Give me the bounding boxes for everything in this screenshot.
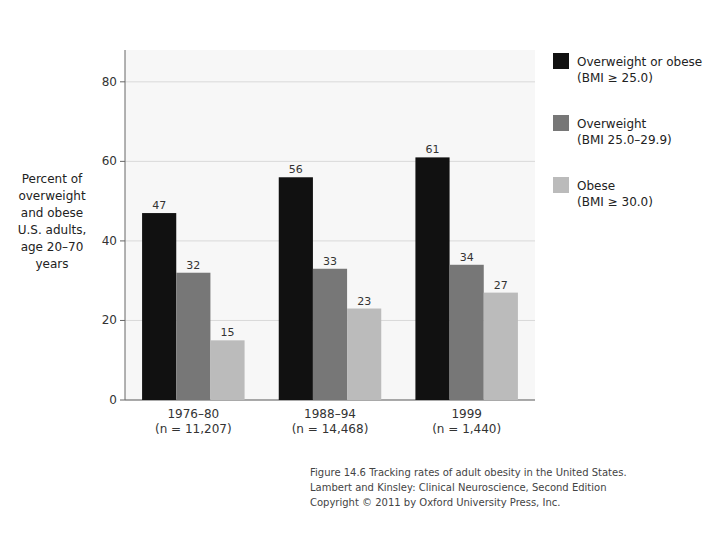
data-label: 61 [426,143,440,156]
tick-mark [120,320,125,321]
bar [176,273,210,400]
data-label: 23 [357,295,371,308]
grid-line [125,81,535,82]
tick-mark [120,400,125,401]
bar [415,157,449,400]
legend-label: Overweight(BMI 25.0–29.9) [577,117,672,147]
category-label: 1999(n = 1,440) [432,407,501,436]
bars [142,157,518,400]
data-label: 33 [323,255,337,268]
tick-label: 80 [102,75,117,89]
legend-swatch [553,115,569,131]
tick-mark [120,81,125,82]
grid-line [125,240,535,241]
legend: Overweight or obese(BMI ≥ 25.0) Overweigh… [553,53,702,209]
chart: 0 20 40 60 80 47 56 61 32 33 34 15 23 27 1976–80(n = 1… [0,0,720,540]
bar [450,265,484,400]
grid-line [125,161,535,162]
plot-area [125,50,535,400]
legend-label: Obese(BMI ≥ 30.0) [577,179,653,209]
bar [484,293,518,400]
tick-label: 0 [109,393,117,407]
bar [279,177,313,400]
data-label: 27 [494,279,508,292]
tick-label: 40 [102,234,117,248]
category-label: 1988–94(n = 14,468) [292,407,369,436]
tick-mark [120,161,125,162]
legend-label: Overweight or obese(BMI ≥ 25.0) [577,55,702,85]
bar [142,213,176,400]
category-label: 1976–80(n = 11,207) [155,407,232,436]
bar [313,269,347,400]
data-label: 32 [186,259,200,272]
y-axis-line [125,50,126,400]
tick-label: 20 [102,313,117,327]
legend-swatch [553,53,569,69]
tick-mark [120,240,125,241]
data-labels: 47 56 61 32 33 34 15 23 27 [152,143,508,339]
data-label: 47 [152,199,166,212]
data-label: 56 [289,163,303,176]
legend-swatch [553,177,569,193]
data-label: 15 [221,326,235,339]
data-label: 34 [460,251,474,264]
caption: Figure 14.6 Tracking rates of adult obes… [310,467,627,508]
bar [210,340,244,400]
bar [347,309,381,400]
y-axis-label: Percent ofoverweightand obeseU.S. adults… [18,172,87,271]
tick-label: 60 [102,154,117,168]
